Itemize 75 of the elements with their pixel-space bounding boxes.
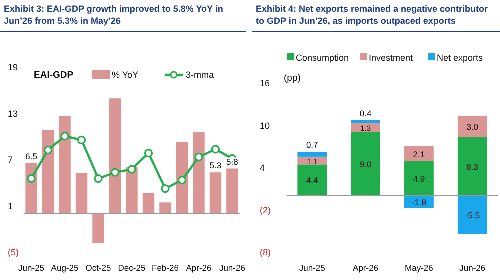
bar [226,168,238,214]
bar [458,116,488,138]
x-tick-label: Jun-25 [299,263,326,273]
bar [404,146,434,162]
data-label: 9.0 [360,159,372,170]
y-tick-label: (5) [8,248,19,258]
point [178,176,187,185]
legend-label: % YoY [112,70,139,80]
data-label: 0.4 [360,108,372,118]
legend-label: Investment [369,53,414,63]
bar [351,132,380,196]
x-tick-label: Oct-25 [86,263,112,273]
data-label: 5.3 [210,160,222,171]
x-tick-label: Dec-25 [118,263,146,273]
data-label: -1.8 [412,198,427,208]
bar [126,167,138,214]
bar [59,116,71,214]
x-tick-label: Feb-26 [152,263,180,273]
x-tick-label: Jun-25 [18,263,45,273]
x-tick-label: Apr-26 [353,263,379,273]
bar [458,196,488,234]
point [161,184,170,194]
bar [193,132,205,214]
y-tick-label: 1 [8,201,14,212]
y-tick-label: 10 [260,120,270,131]
data-label: 6.5 [26,151,38,162]
chart-title: Exhibit 3: EAI-GDP growth improved to 5.8% YoY in Jun’26 from 5.3% in May’26 [4,4,224,26]
bar [210,172,222,214]
y-tick-label: 16 [260,78,270,88]
bar [351,123,380,132]
bar [404,161,434,196]
x-tick-label: May-26 [405,263,434,273]
data-label: -5.5 [465,210,480,221]
data-label: 3.0 [466,122,479,132]
bar [298,164,328,196]
bar [42,130,54,214]
point [194,152,204,162]
point [94,174,103,184]
bar [458,137,488,196]
bar [92,213,104,244]
legend-label: Consumption [296,53,350,63]
bar [109,98,122,214]
bar [142,193,155,214]
point [77,136,86,145]
y-tick-label: (2) [260,205,271,216]
point [128,165,136,174]
chart-title: Exhibit 4: Net exports remained a negative contributor to GDP in Jun’26, as imports outpaced exports [256,4,489,26]
bar [298,152,328,157]
x-tick-label: Apr-26 [186,263,212,273]
legend-label: Net exports [437,53,484,63]
bar [76,173,88,214]
data-label: 4.4 [306,176,319,186]
data-label: 4.9 [413,174,426,184]
bar [160,202,172,214]
y-axis-title: (pp) [284,73,301,84]
y-tick-label: 19 [8,62,18,72]
legend-label: 3-mma [186,70,214,80]
point [44,146,53,155]
x-tick-label: Jun-26 [219,263,246,273]
point [144,149,154,158]
data-label: 8.3 [466,162,479,172]
point [211,145,220,154]
point [27,174,36,184]
bar [176,142,188,214]
point [60,132,70,141]
y-tick-label: 4 [260,163,266,173]
data-label: 2.1 [413,149,426,160]
x-tick-label: Jun-26 [460,263,486,273]
data-label: 0.7 [306,140,319,150]
y-tick-label: 13 [8,108,18,119]
annotation: EAI-GDP [34,70,74,81]
y-tick-label: (8) [260,248,271,258]
x-tick-label: Aug-25 [51,263,79,273]
point [110,168,120,177]
y-tick-label: 7 [8,155,14,165]
